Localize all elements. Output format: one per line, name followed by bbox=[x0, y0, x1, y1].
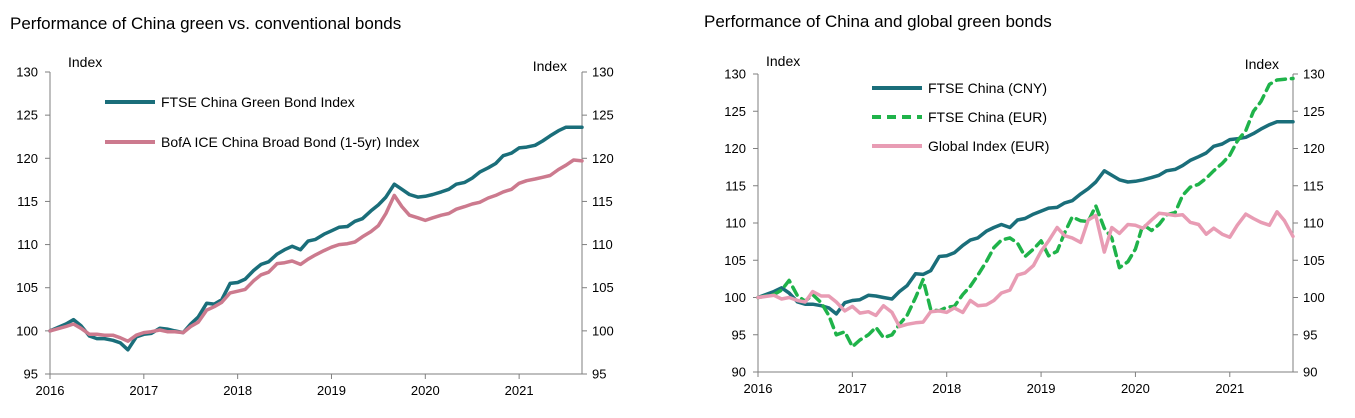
y-tick-label-right: 95 bbox=[1303, 327, 1317, 342]
y-tick-label-right: 110 bbox=[592, 237, 613, 252]
y-tick-label-right: 100 bbox=[1303, 290, 1325, 305]
y-tick-label-left: 95 bbox=[24, 367, 38, 382]
y-axis-title-left: Index bbox=[766, 53, 800, 69]
y-tick-label-right: 115 bbox=[1303, 178, 1324, 193]
x-tick-label: 2018 bbox=[932, 381, 961, 396]
y-tick-label-right: 115 bbox=[592, 194, 613, 209]
y-axis-title-left: Index bbox=[68, 54, 102, 70]
legend-label-1: FTSE China Green Bond Index bbox=[161, 94, 355, 110]
y-tick-label-right: 130 bbox=[592, 65, 614, 80]
x-tick-label: 2021 bbox=[1215, 381, 1244, 396]
chart-title-left: Performance of China green vs. conventio… bbox=[10, 14, 402, 33]
y-axis-title-right: Index bbox=[1245, 56, 1279, 72]
y-tick-label-left: 110 bbox=[725, 216, 746, 231]
y-tick-label-right: 130 bbox=[1303, 67, 1325, 82]
x-tick-label: 2016 bbox=[36, 383, 65, 398]
y-tick-label-right: 105 bbox=[1303, 253, 1325, 268]
x-tick-label: 2017 bbox=[129, 383, 158, 398]
y-tick-label-left: 100 bbox=[16, 323, 38, 338]
series-line-3 bbox=[756, 210, 1295, 329]
y-tick-label-left: 130 bbox=[724, 67, 746, 82]
y-tick-label-left: 95 bbox=[732, 327, 746, 342]
chart-title-right: Performance of China and global green bo… bbox=[704, 12, 1052, 31]
legend-label-3: Global Index (EUR) bbox=[928, 138, 1049, 154]
y-tick-label-right: 100 bbox=[592, 323, 614, 338]
legend-label-2: FTSE China (EUR) bbox=[928, 109, 1047, 125]
y-tick-label-left: 100 bbox=[724, 290, 746, 305]
y-tick-label-right: 95 bbox=[592, 367, 606, 382]
x-tick-label: 2018 bbox=[223, 383, 252, 398]
y-tick-label-right: 110 bbox=[1303, 216, 1324, 231]
legend-label-1: FTSE China (CNY) bbox=[928, 80, 1047, 96]
x-tick-label: 2020 bbox=[1121, 381, 1150, 396]
y-tick-label-left: 115 bbox=[725, 178, 746, 193]
x-tick-label: 2017 bbox=[838, 381, 867, 396]
series-line-2 bbox=[48, 158, 584, 343]
y-tick-label-right: 125 bbox=[1303, 104, 1325, 119]
y-axis-title-right: Index bbox=[533, 58, 567, 74]
y-tick-label-right: 125 bbox=[592, 108, 614, 123]
series-line-1 bbox=[756, 119, 1295, 316]
y-tick-label-left: 125 bbox=[724, 104, 746, 119]
x-tick-label: 2021 bbox=[505, 383, 534, 398]
y-tick-label-left: 125 bbox=[16, 108, 38, 123]
y-tick-label-left: 105 bbox=[16, 280, 38, 295]
y-tick-label-left: 105 bbox=[724, 253, 746, 268]
y-tick-label-left: 130 bbox=[16, 65, 38, 80]
y-tick-label-right: 120 bbox=[1303, 141, 1325, 156]
x-tick-label: 2016 bbox=[744, 381, 773, 396]
legend-label-2: BofA ICE China Broad Bond (1-5yr) Index bbox=[161, 134, 419, 150]
y-tick-label-left: 90 bbox=[732, 365, 746, 380]
y-tick-label-right: 120 bbox=[592, 151, 614, 166]
y-tick-label-left: 120 bbox=[16, 151, 38, 166]
y-tick-label-left: 115 bbox=[17, 194, 38, 209]
x-tick-label: 2019 bbox=[1027, 381, 1056, 396]
x-tick-label: 2019 bbox=[317, 383, 346, 398]
y-tick-label-right: 105 bbox=[592, 280, 614, 295]
y-tick-label-left: 120 bbox=[724, 141, 746, 156]
series-line-2 bbox=[756, 76, 1295, 349]
y-tick-label-right: 90 bbox=[1303, 365, 1317, 380]
y-tick-label-left: 110 bbox=[17, 237, 38, 252]
x-tick-label: 2020 bbox=[411, 383, 440, 398]
